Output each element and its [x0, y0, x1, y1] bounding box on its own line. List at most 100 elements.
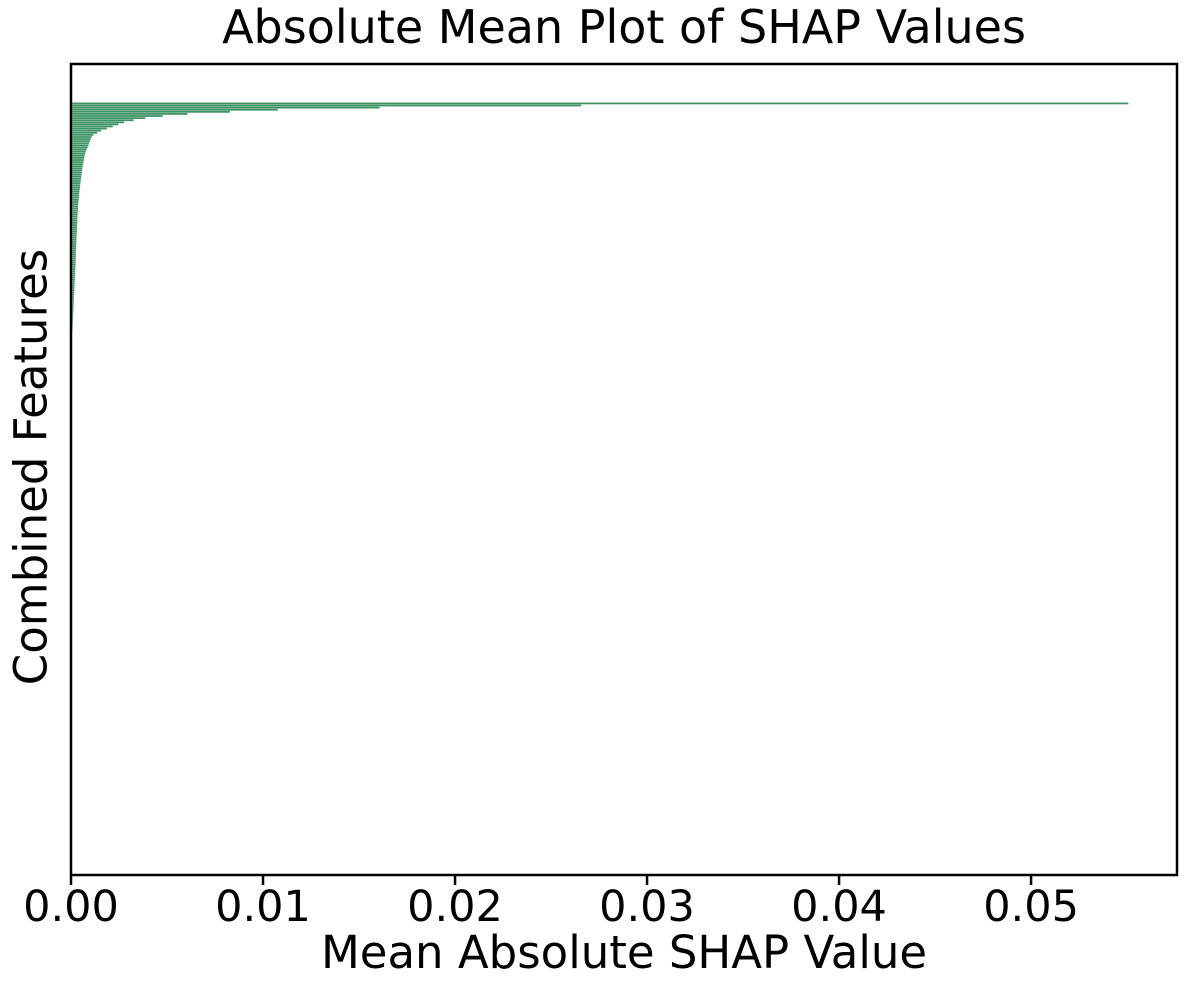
shap-bar [72, 165, 83, 168]
shap-bar [72, 245, 77, 247]
shap-bar [72, 213, 78, 216]
shap-bar [72, 224, 78, 226]
bars-series [72, 102, 1129, 333]
x-tick-label: 0.02 [407, 882, 503, 932]
shap-bar [72, 301, 74, 304]
shap-bar [72, 263, 76, 266]
shap-bar [72, 240, 77, 243]
shap-bar [72, 217, 78, 220]
shap-bar [72, 232, 77, 235]
x-tick-label: 0.05 [983, 882, 1079, 932]
shap-bar [72, 129, 102, 132]
shap-bar [72, 243, 77, 245]
shap-bar [72, 209, 78, 212]
shap-bar [72, 215, 78, 218]
shap-bar [72, 121, 125, 124]
shap-bar [72, 106, 380, 109]
shap-bar [72, 205, 79, 208]
shap-bar [72, 140, 90, 143]
shap-bar [72, 198, 79, 201]
shap-bar [72, 257, 76, 260]
x-tick-label: 0.00 [23, 882, 119, 932]
shap-bar [72, 247, 77, 250]
shap-bar [72, 234, 77, 237]
shap-bar [72, 308, 74, 310]
x-tick-label: 0.01 [215, 882, 311, 932]
shap-bar [72, 152, 86, 155]
shap-bar [72, 161, 84, 164]
shap-bar [72, 274, 75, 277]
shap-bar [72, 125, 113, 128]
shap-bar [72, 228, 77, 231]
shap-bar [72, 261, 76, 264]
shap-bar [72, 320, 73, 323]
shap-bar [72, 188, 80, 191]
shap-bar [72, 230, 77, 233]
shap-bar [72, 190, 80, 193]
shap-bar [72, 272, 76, 275]
shap-bar [72, 182, 81, 185]
shap-bar [72, 289, 75, 291]
shap-bar [72, 148, 87, 151]
shap-bar [72, 146, 88, 149]
shap-bar [72, 255, 76, 258]
shap-bar [72, 316, 74, 319]
shap-bar [72, 159, 84, 161]
shap-bar [72, 278, 75, 281]
x-axis-label: Mean Absolute SHAP Value [320, 926, 928, 979]
shap-bar [72, 251, 76, 254]
shap-bar [72, 299, 74, 302]
shap-bar [72, 291, 75, 294]
shap-bar [72, 297, 75, 300]
shap-bar [72, 194, 80, 197]
shap-bar [72, 310, 74, 312]
shap-bar [72, 219, 78, 222]
shap-bar [72, 249, 76, 252]
shap-bar [72, 113, 188, 115]
shap-bar [72, 318, 74, 321]
shap-bar [72, 144, 89, 147]
shap-bar [72, 276, 75, 279]
shap-bar [72, 180, 81, 182]
shap-bar [72, 322, 73, 325]
shap-bar [72, 253, 76, 256]
shap-bar [72, 163, 84, 166]
shap-bar [72, 268, 76, 270]
shap-bar [72, 222, 78, 224]
shap-bar [72, 119, 134, 122]
shap-bar [72, 207, 79, 210]
shap-bar [72, 226, 78, 229]
chart-title: Absolute Mean Plot of SHAP Values [222, 0, 1026, 54]
shap-bar [72, 175, 82, 178]
shap-bar [72, 201, 79, 203]
shap-bar [72, 186, 80, 189]
shap-bar [72, 154, 85, 157]
shap-bar [72, 236, 77, 239]
shap-bar [72, 157, 85, 159]
shap-bar [72, 178, 81, 180]
shap-bar [72, 270, 76, 273]
shap-bar [72, 171, 82, 174]
shap-bar [72, 259, 76, 262]
shap-bar [72, 108, 278, 111]
shap-bar [72, 305, 74, 308]
shap-bar [72, 280, 75, 283]
x-tick-label: 0.03 [599, 882, 695, 932]
x-tick-label: 0.04 [791, 882, 887, 932]
shap-bar [72, 110, 230, 113]
shap-bar [72, 284, 75, 287]
shap-bar [72, 287, 75, 289]
shap-bar [72, 142, 90, 145]
shap-bar [72, 184, 81, 187]
shap-bar [72, 136, 92, 138]
shap-bar [72, 150, 86, 153]
shap-bar [72, 295, 75, 298]
shap-bar [72, 211, 78, 214]
shap-bar [72, 282, 75, 285]
shap-bar [72, 238, 77, 241]
shap-bar [72, 169, 83, 172]
shap-bar [72, 167, 83, 170]
shap-bar [72, 133, 94, 136]
